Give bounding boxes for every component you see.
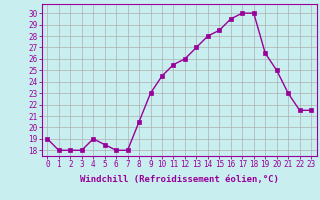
X-axis label: Windchill (Refroidissement éolien,°C): Windchill (Refroidissement éolien,°C) xyxy=(80,175,279,184)
